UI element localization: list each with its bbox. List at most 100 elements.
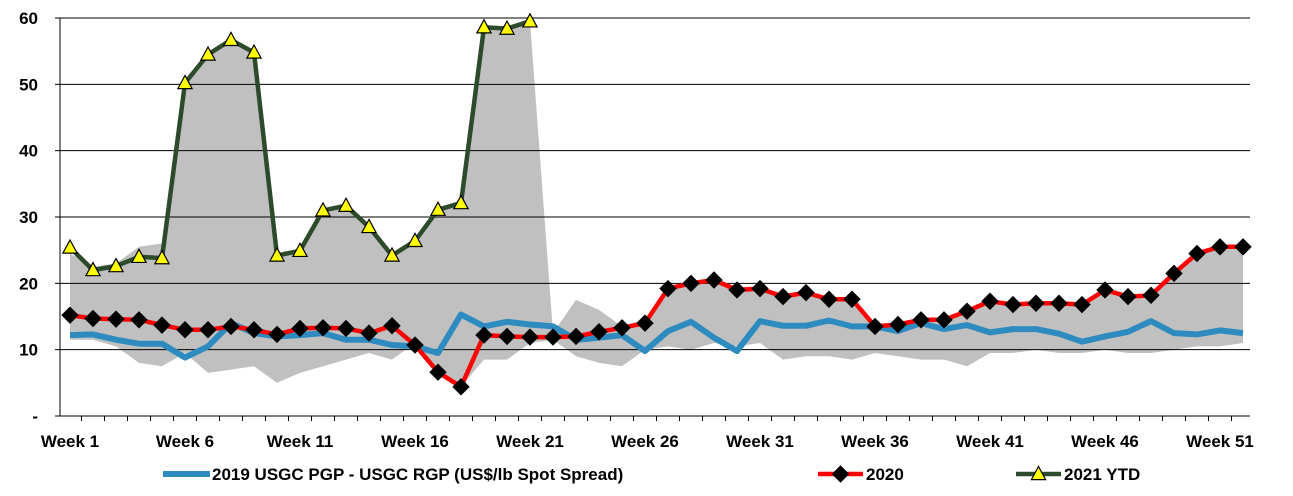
data-point-diamond xyxy=(268,325,286,344)
y-tick-label: 30 xyxy=(19,208,38,227)
data-point-triangle xyxy=(84,261,102,277)
data-point-diamond xyxy=(1142,286,1160,304)
range-band-layer xyxy=(70,21,1243,387)
data-point-triangle xyxy=(199,45,217,61)
series-line xyxy=(69,244,1243,390)
data-point-triangle xyxy=(383,246,401,262)
data-point-diamond xyxy=(452,378,470,396)
y-tick-label: 20 xyxy=(19,274,38,293)
data-point-diamond xyxy=(705,271,723,289)
data-point-triangle xyxy=(130,248,148,264)
x-tick-label: Week 51 xyxy=(1186,432,1254,451)
data-point-triangle xyxy=(107,257,125,273)
series-layer xyxy=(61,12,1252,396)
data-point-triangle xyxy=(360,218,378,234)
data-point-diamond xyxy=(199,321,217,339)
data-point-diamond xyxy=(498,327,516,346)
x-tick-label: Week 11 xyxy=(267,432,334,451)
data-point-triangle xyxy=(452,194,470,210)
legend-label: 2020 xyxy=(866,465,904,484)
data-point-diamond xyxy=(314,319,332,337)
data-point-triangle xyxy=(222,31,240,47)
data-point-triangle xyxy=(1030,465,1047,481)
data-point-diamond xyxy=(590,323,608,341)
data-point-diamond xyxy=(981,292,999,310)
axes xyxy=(55,17,1250,421)
data-point-triangle xyxy=(521,12,539,28)
data-point-diamond xyxy=(61,306,79,324)
data-point-triangle xyxy=(245,43,263,59)
data-point-diamond xyxy=(222,317,240,336)
data-point-diamond xyxy=(843,290,861,308)
data-point-diamond xyxy=(360,324,378,342)
x-tick-label: Week 16 xyxy=(381,432,449,451)
data-point-triangle xyxy=(268,246,286,262)
y-tick-label: 50 xyxy=(19,75,38,94)
series-2 xyxy=(61,238,1252,396)
data-point-diamond xyxy=(153,316,171,334)
data-point-triangle xyxy=(153,249,171,265)
data-point-triangle xyxy=(406,232,424,248)
data-point-diamond xyxy=(130,311,148,329)
data-point-diamond xyxy=(659,279,677,298)
legend-label: 2021 YTD xyxy=(1064,465,1140,484)
data-point-diamond xyxy=(889,315,907,334)
data-point-diamond xyxy=(406,336,424,354)
data-point-triangle xyxy=(337,196,355,212)
data-point-diamond xyxy=(912,311,930,329)
data-point-diamond xyxy=(866,317,884,336)
data-point-diamond xyxy=(245,321,263,339)
x-tick-label: Week 36 xyxy=(841,432,909,451)
legend-item-1: 2019 USGC PGP - USGC RGP (US$/lb Spot Sp… xyxy=(163,465,623,484)
data-point-diamond xyxy=(1211,238,1229,256)
x-tick-labels: Week 1 Week 6 Week 11 Week 16 Week 21 Week 26… xyxy=(41,432,1254,451)
data-point-diamond xyxy=(751,279,769,298)
data-point-diamond xyxy=(176,321,194,339)
x-tick-label: Week 26 xyxy=(611,432,679,451)
series-line xyxy=(69,311,1244,361)
y-tick-labels: - 10 20 30 40 50 60 xyxy=(19,9,38,426)
data-point-diamond xyxy=(1027,294,1045,312)
data-point-diamond xyxy=(1050,294,1068,312)
data-point-triangle xyxy=(61,238,79,254)
data-point-triangle xyxy=(176,74,194,90)
data-point-diamond xyxy=(1165,264,1183,283)
legend-item-2: 2020 xyxy=(818,465,904,484)
data-point-diamond xyxy=(613,319,631,337)
data-point-triangle xyxy=(429,200,447,216)
data-point-diamond xyxy=(383,317,401,335)
legend-item-3: 2021 YTD xyxy=(1016,465,1140,484)
data-point-diamond xyxy=(521,328,539,346)
data-point-diamond xyxy=(797,283,815,302)
data-point-diamond xyxy=(1096,281,1114,299)
data-point-triangle xyxy=(291,242,309,258)
legend-label: 2019 USGC PGP - USGC RGP (US$/lb Spot Sp… xyxy=(212,465,623,484)
data-point-diamond xyxy=(1119,287,1137,306)
y-tick-label: 10 xyxy=(19,341,38,360)
data-point-diamond xyxy=(84,309,102,328)
data-point-triangle xyxy=(475,18,493,34)
y-tick-label: 40 xyxy=(19,142,38,161)
data-point-diamond xyxy=(831,465,850,483)
x-tick-label: Week 1 xyxy=(41,432,99,451)
x-tick-label: Week 6 xyxy=(156,432,214,451)
x-tick-label: Week 46 xyxy=(1071,432,1139,451)
series-1 xyxy=(69,311,1244,361)
data-point-diamond xyxy=(1234,238,1252,256)
y-tick-label: 60 xyxy=(19,9,38,28)
x-tick-label: Week 21 xyxy=(496,432,564,451)
y-tick-label: - xyxy=(32,407,38,426)
legend: 2019 USGC PGP - USGC RGP (US$/lb Spot Sp… xyxy=(163,465,1140,484)
data-point-diamond xyxy=(544,328,562,346)
data-point-diamond xyxy=(1188,244,1206,263)
data-point-diamond xyxy=(475,326,493,344)
data-point-triangle xyxy=(498,19,516,35)
data-point-diamond xyxy=(107,310,125,328)
x-tick-label: Week 41 xyxy=(956,432,1024,451)
data-point-diamond xyxy=(820,290,838,308)
data-point-diamond xyxy=(1073,295,1091,314)
series-3 xyxy=(61,12,539,277)
range-band-area xyxy=(70,21,1243,387)
data-point-diamond xyxy=(337,319,355,338)
